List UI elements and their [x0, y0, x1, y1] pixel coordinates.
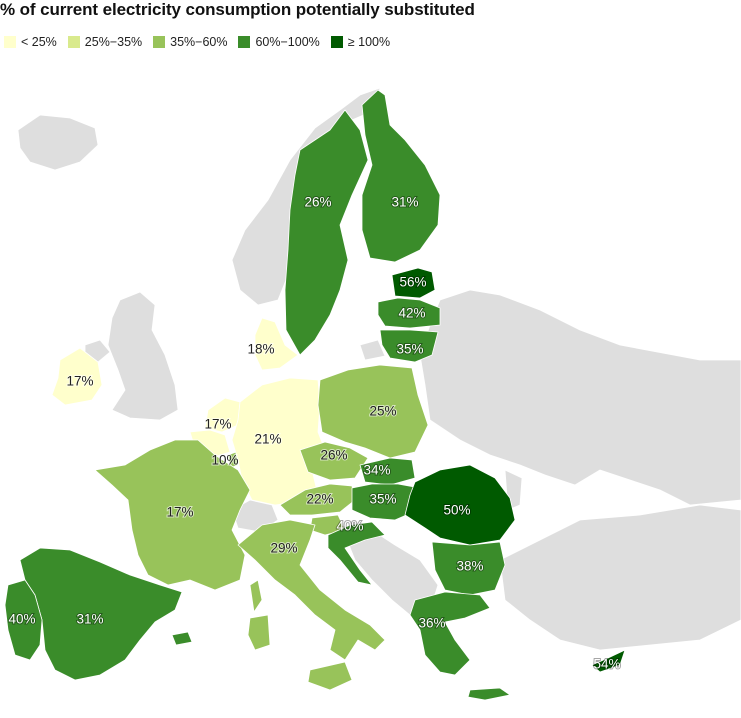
label-greece: 36%: [418, 616, 445, 631]
legend-swatch: [4, 36, 16, 48]
romania: [404, 464, 516, 546]
legend-label: 35%−60%: [170, 35, 228, 49]
eu-countries: [4, 89, 626, 701]
label-croatia: 40%: [336, 519, 363, 534]
label-netherlands: 17%: [204, 417, 231, 432]
sicily: [307, 661, 353, 691]
kaliningrad: [359, 339, 386, 361]
label-france: 17%: [166, 505, 193, 520]
legend-item-60-100: 60%−100%: [238, 35, 320, 49]
russia-belarus-ukraine: [419, 289, 741, 506]
estonia: [391, 267, 436, 299]
iceland: [17, 114, 99, 171]
label-portugal: 40%: [8, 612, 35, 627]
legend: < 25% 25%−35% 35%−60% 60%−100% ≥ 100%: [4, 35, 390, 49]
non-eu-lands: [17, 87, 741, 651]
label-ireland: 17%: [66, 374, 93, 389]
label-sweden: 26%: [304, 195, 331, 210]
label-hungary: 35%: [369, 492, 396, 507]
legend-label: 60%−100%: [255, 35, 320, 49]
label-finland: 31%: [391, 195, 418, 210]
italy: [237, 519, 386, 661]
legend-label: ≥ 100%: [347, 35, 391, 49]
value-labels: 26% 31% 56% 42% 35% 18% 17% 17% 10% 21% …: [7, 194, 621, 673]
label-italy: 29%: [270, 541, 297, 556]
bulgaria: [431, 541, 506, 596]
denmark: [254, 317, 299, 371]
label-denmark: 18%: [247, 342, 274, 357]
label-germany: 21%: [254, 432, 281, 447]
greece: [409, 591, 491, 676]
latvia: [377, 297, 441, 329]
label-lithuania: 35%: [396, 342, 423, 357]
legend-item-ge100: ≥ 100%: [330, 35, 391, 49]
legend-item-lt25: < 25%: [4, 35, 57, 49]
corsica: [249, 579, 263, 613]
uk: [107, 291, 179, 421]
turkey: [499, 504, 741, 651]
label-belgium: 10%: [211, 453, 238, 468]
legend-swatch: [238, 36, 251, 48]
legend-swatch: [330, 36, 343, 48]
label-poland: 25%: [369, 404, 396, 419]
legend-label: < 25%: [21, 35, 57, 49]
label-spain: 31%: [76, 612, 103, 627]
label-bulgaria: 38%: [456, 559, 483, 574]
croatia: [327, 521, 386, 586]
map-title: % of current electricity consumption pot…: [0, 0, 475, 19]
crete: [467, 687, 511, 701]
ireland: [51, 347, 103, 406]
sardinia: [247, 614, 271, 651]
label-austria: 22%: [306, 492, 333, 507]
label-slovakia: 34%: [363, 463, 390, 478]
lithuania: [379, 329, 439, 363]
portugal: [4, 579, 43, 661]
cyprus: [591, 649, 626, 673]
poland: [317, 364, 429, 459]
luxembourg: [227, 451, 239, 469]
label-cyprus: 54%: [593, 657, 620, 672]
legend-label: 25%−35%: [84, 35, 143, 49]
label-romania: 50%: [443, 503, 470, 518]
legend-swatch: [153, 36, 166, 48]
legend-item-25-35: 25%−35%: [67, 35, 143, 49]
france: [94, 439, 251, 591]
legend-swatch: [67, 36, 80, 48]
label-czechia: 26%: [320, 448, 347, 463]
label-estonia: 56%: [399, 275, 426, 290]
legend-item-35-60: 35%−60%: [153, 35, 227, 49]
slovakia: [359, 457, 416, 486]
balearic: [171, 631, 193, 646]
label-latvia: 42%: [398, 306, 425, 321]
sweden: [284, 109, 369, 356]
finland: [361, 89, 441, 263]
